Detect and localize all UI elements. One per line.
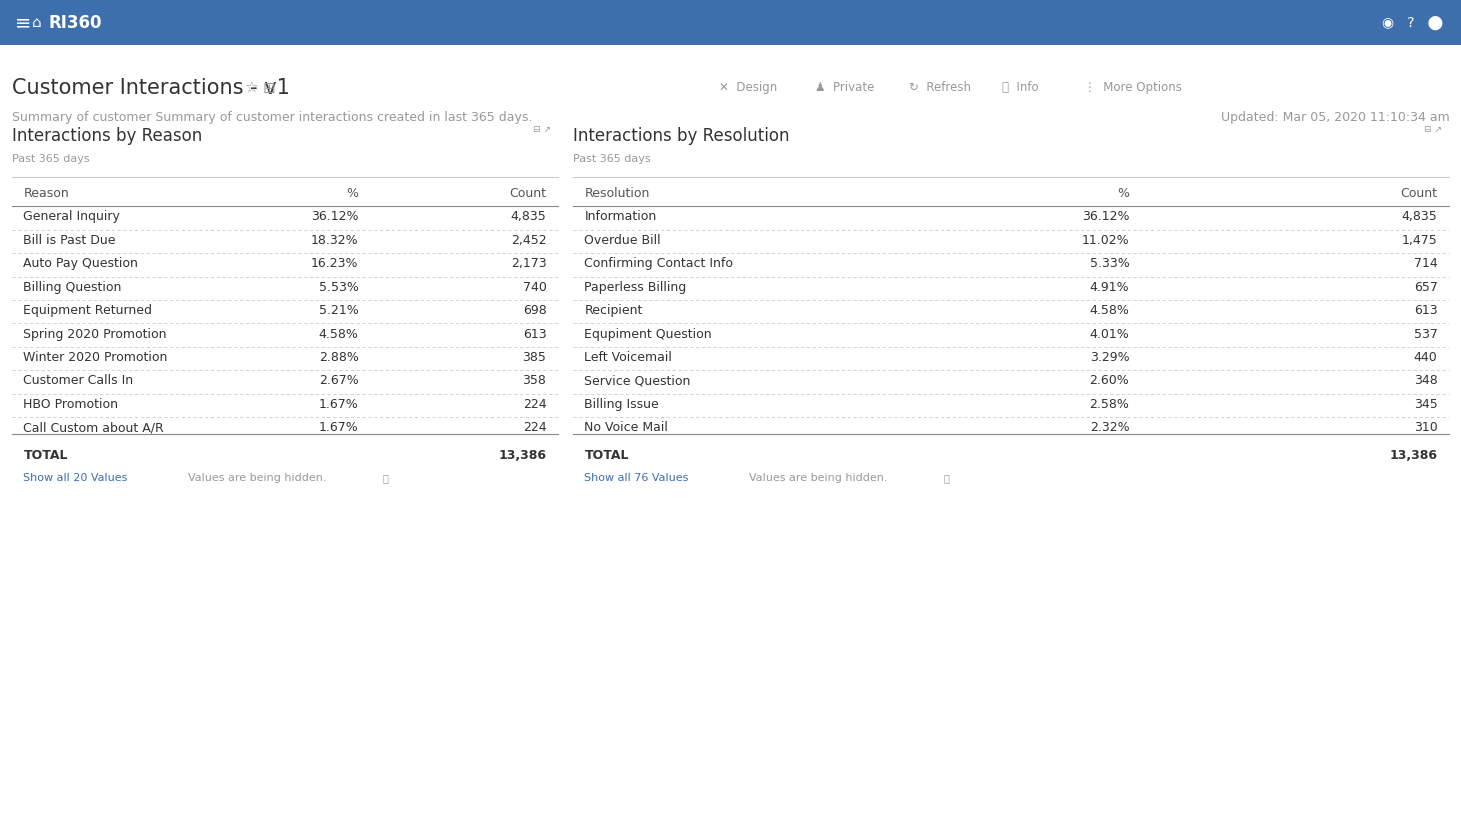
Text: Past 365 days: Past 365 days [12, 154, 89, 164]
Text: Resolution: Resolution [584, 187, 650, 201]
Text: Reason: Reason [23, 187, 69, 201]
Text: ⊟ ↗: ⊟ ↗ [533, 125, 551, 134]
Text: Values are being hidden.: Values are being hidden. [748, 473, 887, 483]
Text: TOTAL: TOTAL [23, 449, 67, 462]
Text: %: % [1118, 187, 1129, 201]
Text: Count: Count [510, 187, 546, 201]
Text: Customer Interactions - v1: Customer Interactions - v1 [12, 78, 289, 98]
Text: ◉   ?   ⬤: ◉ ? ⬤ [1382, 16, 1443, 30]
Text: RI360: RI360 [48, 14, 102, 31]
Text: 1.67%: 1.67% [318, 398, 358, 411]
Text: ☆: ☆ [244, 81, 257, 95]
Text: 4.58%: 4.58% [318, 328, 358, 340]
Text: Winter 2020 Promotion: Winter 2020 Promotion [23, 351, 168, 364]
Text: ⓘ  Info: ⓘ Info [1002, 81, 1039, 95]
Text: 2.60%: 2.60% [1090, 375, 1129, 387]
Text: ⓘ: ⓘ [383, 473, 389, 483]
Text: 657: 657 [1414, 281, 1438, 293]
Text: 36.12%: 36.12% [1081, 210, 1129, 224]
Text: ⓘ: ⓘ [944, 473, 950, 483]
Text: 2,452: 2,452 [511, 233, 546, 247]
Text: 537: 537 [1414, 328, 1438, 340]
Text: Show all 20 Values: Show all 20 Values [23, 473, 127, 483]
Text: 714: 714 [1414, 257, 1438, 270]
Text: Count: Count [1401, 187, 1438, 201]
Text: 18.32%: 18.32% [311, 233, 358, 247]
Text: ≡: ≡ [15, 13, 31, 32]
Text: 3.29%: 3.29% [1090, 351, 1129, 364]
Text: ♟  Private: ♟ Private [815, 81, 875, 95]
Text: ✕  Design: ✕ Design [719, 81, 777, 95]
Text: 348: 348 [1414, 375, 1438, 387]
Text: 613: 613 [1414, 304, 1438, 317]
Text: Recipient: Recipient [584, 304, 643, 317]
Text: 2.88%: 2.88% [318, 351, 358, 364]
Text: 224: 224 [523, 398, 546, 411]
Text: Updated: Mar 05, 2020 11:10:34 am: Updated: Mar 05, 2020 11:10:34 am [1220, 111, 1449, 124]
Text: 16.23%: 16.23% [311, 257, 358, 270]
Text: No Voice Mail: No Voice Mail [584, 422, 668, 434]
Text: 36.12%: 36.12% [311, 210, 358, 224]
Text: 224: 224 [523, 422, 546, 434]
Text: 13,386: 13,386 [498, 449, 546, 462]
Text: 358: 358 [523, 375, 546, 387]
Text: 310: 310 [1414, 422, 1438, 434]
Text: ⊟ ↗: ⊟ ↗ [1424, 125, 1442, 134]
Text: 2.32%: 2.32% [1090, 422, 1129, 434]
Text: Confirming Contact Info: Confirming Contact Info [584, 257, 733, 270]
Text: 2.58%: 2.58% [1090, 398, 1129, 411]
Text: Past 365 days: Past 365 days [573, 154, 650, 164]
Text: Call Custom about A/R: Call Custom about A/R [23, 422, 164, 434]
Text: Show all 76 Values: Show all 76 Values [584, 473, 688, 483]
Text: 385: 385 [523, 351, 546, 364]
Text: 4.58%: 4.58% [1090, 304, 1129, 317]
Text: 4.91%: 4.91% [1090, 281, 1129, 293]
Text: 4.01%: 4.01% [1090, 328, 1129, 340]
Text: 1.67%: 1.67% [318, 422, 358, 434]
Text: Values are being hidden.: Values are being hidden. [187, 473, 326, 483]
Text: Service Question: Service Question [584, 375, 691, 387]
Text: 698: 698 [523, 304, 546, 317]
Text: 5.53%: 5.53% [318, 281, 358, 293]
Text: 613: 613 [523, 328, 546, 340]
Text: 4,835: 4,835 [511, 210, 546, 224]
Text: 5.21%: 5.21% [318, 304, 358, 317]
Text: Summary of customer Summary of customer interactions created in last 365 days.: Summary of customer Summary of customer … [12, 111, 532, 124]
Text: Overdue Bill: Overdue Bill [584, 233, 660, 247]
Text: Paperless Billing: Paperless Billing [584, 281, 687, 293]
Text: 13,386: 13,386 [1389, 449, 1438, 462]
Text: 11.02%: 11.02% [1081, 233, 1129, 247]
Text: 740: 740 [523, 281, 546, 293]
Text: ↻  Refresh: ↻ Refresh [909, 81, 970, 95]
Text: Billing Issue: Billing Issue [584, 398, 659, 411]
Text: ⊞: ⊞ [263, 81, 276, 95]
Text: Customer Calls In: Customer Calls In [23, 375, 133, 387]
Text: TOTAL: TOTAL [584, 449, 628, 462]
Text: %: % [346, 187, 358, 201]
Text: 440: 440 [1414, 351, 1438, 364]
Text: 1,475: 1,475 [1403, 233, 1438, 247]
Text: 2,173: 2,173 [511, 257, 546, 270]
Text: HBO Promotion: HBO Promotion [23, 398, 118, 411]
Text: Interactions by Resolution: Interactions by Resolution [573, 127, 789, 145]
Text: 2.67%: 2.67% [318, 375, 358, 387]
Text: ⋮  More Options: ⋮ More Options [1084, 81, 1182, 95]
Text: Bill is Past Due: Bill is Past Due [23, 233, 115, 247]
FancyBboxPatch shape [0, 0, 1461, 45]
Text: Spring 2020 Promotion: Spring 2020 Promotion [23, 328, 167, 340]
Text: Information: Information [584, 210, 656, 224]
Text: 5.33%: 5.33% [1090, 257, 1129, 270]
Text: ⌂: ⌂ [32, 15, 42, 30]
Text: 4,835: 4,835 [1403, 210, 1438, 224]
Text: Left Voicemail: Left Voicemail [584, 351, 672, 364]
Text: Auto Pay Question: Auto Pay Question [23, 257, 139, 270]
Text: Equpiment Question: Equpiment Question [584, 328, 712, 340]
Text: Billing Question: Billing Question [23, 281, 121, 293]
Text: 345: 345 [1414, 398, 1438, 411]
Text: Interactions by Reason: Interactions by Reason [12, 127, 202, 145]
Text: General Inquiry: General Inquiry [23, 210, 120, 224]
Text: Equipment Returned: Equipment Returned [23, 304, 152, 317]
